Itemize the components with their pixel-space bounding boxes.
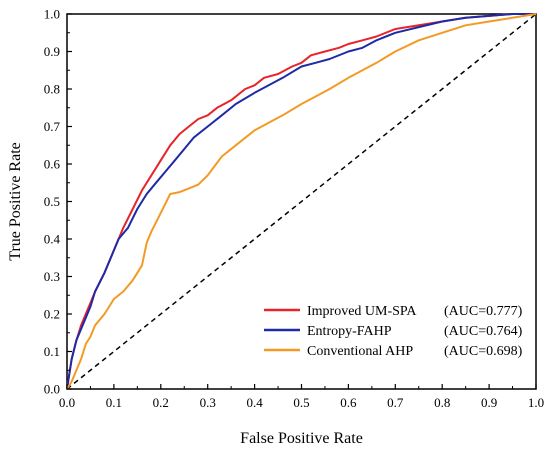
x-tick-label: 0.3: [200, 395, 216, 410]
y-tick-label: 0.1: [44, 344, 60, 359]
y-tick-label: 0.5: [44, 194, 60, 209]
x-tick-label: 0.1: [106, 395, 122, 410]
legend-auc-2: (AUC=0.698): [444, 344, 523, 359]
x-tick-label: 0.6: [340, 395, 357, 410]
y-tick-label: 0.4: [44, 232, 61, 247]
x-tick-label: 0.5: [293, 395, 309, 410]
y-tick-label: 0.6: [44, 157, 61, 172]
y-tick-label: 0.8: [44, 82, 60, 97]
legend-auc-1: (AUC=0.764): [444, 324, 523, 339]
legend: Improved UM-SPA (AUC=0.777) Entropy-FAHP (A…: [264, 304, 523, 359]
x-tick-label: 0.0: [59, 395, 75, 410]
y-tick-label: 0.7: [44, 119, 61, 134]
x-tick-label: 0.9: [481, 395, 497, 410]
reference-diagonal: [66, 13, 537, 390]
legend-label-0: Improved UM-SPA: [307, 304, 417, 319]
y-axis-title: True Positive Rate: [7, 142, 24, 261]
legend-label-2: Conventional AHP: [307, 344, 413, 359]
x-tick-label: 1.0: [528, 395, 544, 410]
y-tick-label: 0.9: [44, 44, 60, 59]
y-tick-label: 0.0: [44, 382, 60, 397]
x-tick-label: 0.2: [153, 395, 169, 410]
x-tick-label: 0.4: [246, 395, 263, 410]
y-tick-label: 0.3: [44, 269, 60, 284]
x-axis-title: False Positive Rate: [240, 430, 363, 447]
axis-ticks: 0.0 0.1 0.2 0.3 0.4 0.5 0.6 0.7 0.8 0.9 1.0 0.0 0.1 0…: [44, 7, 544, 411]
legend-auc-0: (AUC=0.777): [444, 304, 523, 319]
y-tick-label: 1.0: [44, 7, 60, 22]
x-tick-label: 0.7: [387, 395, 404, 410]
x-tick-label: 0.8: [434, 395, 450, 410]
legend-label-1: Entropy-FAHP: [307, 324, 392, 339]
series-line-2: [66, 13, 537, 390]
series-line-1: [66, 13, 536, 390]
y-tick-label: 0.2: [44, 307, 60, 322]
